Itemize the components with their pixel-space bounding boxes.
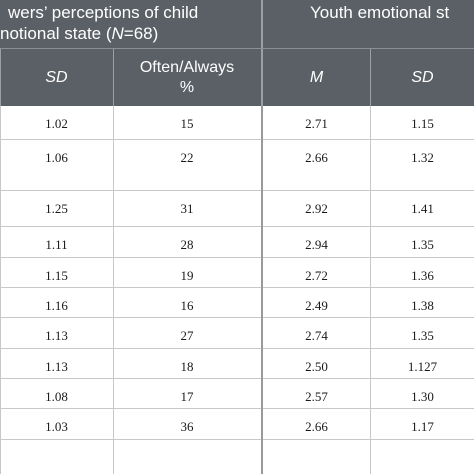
grid-line-3	[370, 106, 371, 474]
cell-m2: 2.57	[305, 389, 328, 404]
cell-sd2: 1.35	[411, 237, 434, 252]
table-row: 1.15 19 2.72 1.36	[0, 258, 474, 288]
table-row: 1.13 27 2.74 1.35	[0, 318, 474, 349]
cell-often: 15	[180, 116, 194, 131]
cell-sd1: 1.13	[45, 328, 68, 343]
cell-often: 17	[180, 389, 194, 404]
col-header-often-always: Often/Always %	[113, 49, 261, 106]
cell-sd2: 1.15	[411, 116, 434, 131]
cell-often: 18	[180, 359, 194, 374]
group-header-youth: Youth emotional st	[264, 0, 474, 48]
cell-sd1: 1.15	[45, 268, 68, 283]
cell-sd1: 1.03	[45, 419, 68, 434]
group-header-perceptions-line1: wers’ perceptions of child	[8, 3, 199, 22]
col-header-sd1: SD	[45, 68, 68, 86]
cell-sd1: 1.13	[45, 359, 68, 374]
col-header-often-line2: %	[179, 78, 195, 96]
table-row: 1.02 15 2.71 1.15	[0, 106, 474, 140]
cell-often: 31	[180, 201, 194, 216]
table-row: 1.25 31 2.92 1.41	[0, 191, 474, 227]
cell-often: 16	[180, 298, 194, 313]
cell-often: 27	[180, 328, 194, 343]
cell-m2: 2.74	[305, 328, 328, 343]
group-header-perceptions: wers’ perceptions of child notional stat…	[0, 0, 258, 48]
grid-line-0	[0, 106, 1, 474]
cell-m2: 2.71	[305, 116, 328, 131]
cell-sd2: 1.127	[407, 359, 438, 374]
cell-sd2: 1.41	[411, 201, 434, 216]
cell-often: 19	[180, 268, 194, 283]
table-row: 1.11 28 2.94 1.35	[0, 227, 474, 258]
cell-sd1: 1.08	[45, 389, 68, 404]
group-header-prefix: notional state (	[0, 24, 112, 43]
cell-sd2: 1.36	[411, 268, 434, 283]
grid-line-group	[261, 106, 263, 474]
group-header-suffix: =68)	[123, 24, 159, 43]
grid-line-1	[113, 106, 114, 474]
col-header-m2: M	[309, 68, 324, 86]
cell-often: 28	[180, 237, 194, 252]
header-rule	[0, 48, 474, 49]
cell-m2: 2.92	[305, 201, 328, 216]
cell-sd1: 1.25	[45, 201, 68, 216]
cell-m2: 2.66	[305, 419, 328, 434]
header-col-divider-1	[113, 49, 114, 106]
cell-m2: 2.50	[305, 359, 328, 374]
table-row: 1.13 18 2.50 1.127	[0, 349, 474, 379]
group-header-n: N	[111, 24, 124, 43]
group-header-youth-line1: Youth emotional st	[310, 3, 450, 22]
cell-m2: 2.49	[305, 298, 328, 313]
cell-sd2: 1.35	[411, 328, 434, 343]
table-row: 1.03 36 2.66 1.17	[0, 409, 474, 440]
cell-sd2: 1.38	[411, 298, 434, 313]
table-row: 1.06 22 2.66 1.32	[0, 140, 474, 191]
col-header-often-line1: Often/Always	[139, 58, 235, 76]
header-group-divider	[261, 0, 263, 106]
table-row: 1.08 17 2.57 1.30	[0, 379, 474, 409]
group-header-perceptions-line2: notional state (N=68)	[0, 23, 158, 44]
header-col-divider-2	[370, 49, 371, 106]
cell-sd1: 1.02	[45, 116, 68, 131]
table-body: 1.02 15 2.71 1.15 1.06 22 2.66 1.32 1.25…	[0, 106, 474, 440]
cell-often: 36	[180, 419, 194, 434]
cell-sd1: 1.11	[45, 237, 68, 252]
cell-m2: 2.94	[305, 237, 328, 252]
cell-sd2: 1.30	[411, 389, 434, 404]
cell-sd1: 1.16	[45, 298, 68, 313]
cell-sd2: 1.17	[411, 419, 434, 434]
cell-sd2: 1.32	[411, 150, 434, 165]
cell-m2: 2.72	[305, 268, 328, 283]
table-row: 1.16 16 2.49 1.38	[0, 288, 474, 318]
col-header-sd2: SD	[411, 68, 434, 86]
table-header: wers’ perceptions of child notional stat…	[0, 0, 474, 106]
header-col-divider-0	[0, 49, 1, 106]
cell-m2: 2.66	[305, 150, 328, 165]
cell-often: 22	[180, 150, 194, 165]
cell-sd1: 1.06	[45, 150, 68, 165]
